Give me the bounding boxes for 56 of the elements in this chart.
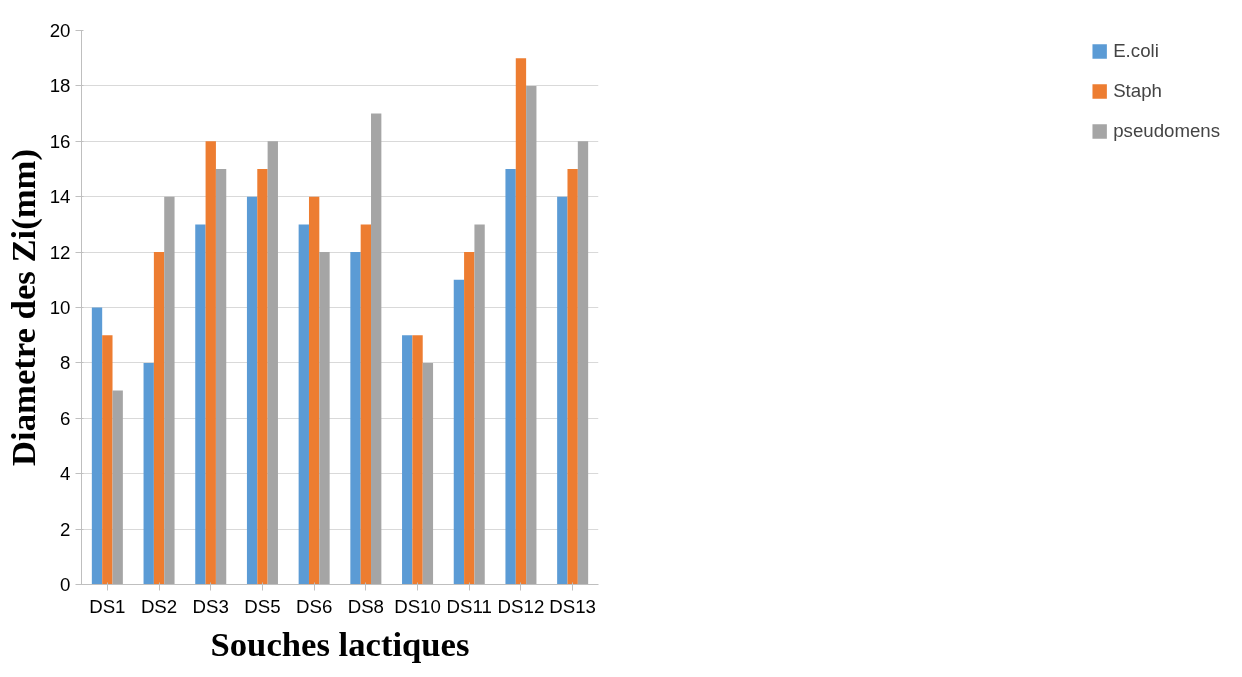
x-axis-title: Souches lactiques (210, 624, 470, 663)
y-tick-label: 14 (49, 186, 71, 208)
bar (195, 224, 206, 585)
y-tick-label: 20 (49, 20, 71, 41)
x-tick-label: DS12 (497, 595, 545, 617)
y-tick-label: 4 (60, 463, 71, 485)
y-tick-label: 18 (49, 75, 71, 97)
bar (577, 141, 589, 585)
bar (505, 169, 516, 585)
x-tick-label: DS3 (192, 595, 229, 617)
y-tick-label: 8 (60, 352, 71, 374)
bar (557, 196, 568, 585)
bar (350, 252, 361, 585)
x-tick-label: DS2 (140, 595, 178, 617)
bar (319, 252, 330, 585)
bar (164, 196, 175, 585)
legend-label: Staph (1113, 80, 1162, 102)
bar (371, 113, 382, 585)
x-tick-label: DS13 (549, 595, 596, 617)
bar (412, 335, 423, 585)
y-tick-label: 12 (49, 241, 71, 263)
bar (267, 141, 278, 585)
bar (153, 252, 165, 585)
bar (464, 252, 475, 585)
x-tick-label: DS1 (89, 595, 126, 617)
bar (112, 390, 123, 585)
x-tick-label: DS5 (244, 595, 281, 617)
bar (215, 169, 227, 585)
bar (422, 362, 434, 585)
bar (102, 335, 113, 585)
bar (453, 279, 465, 585)
legend-label: E.coli (1113, 40, 1159, 62)
bar (298, 224, 309, 585)
y-tick-label: 16 (49, 130, 71, 152)
x-tick-label: DS6 (296, 595, 333, 617)
bar (360, 224, 372, 585)
y-tick-label: 10 (49, 297, 71, 318)
bar (567, 169, 578, 585)
bar (474, 224, 485, 585)
bar (402, 335, 413, 585)
bar (246, 196, 258, 585)
bar (515, 58, 527, 585)
x-tick-label: DS11 (446, 595, 492, 617)
x-tick-label: DS10 (394, 595, 441, 617)
x-tick-label: DS8 (347, 595, 384, 617)
y-tick-label: 2 (60, 518, 71, 540)
bar (91, 307, 103, 585)
bar (308, 196, 320, 585)
bar (205, 141, 216, 585)
legend-label: pseudomens (1113, 120, 1220, 142)
y-tick-label: 6 (60, 407, 71, 429)
bar (526, 85, 537, 585)
y-tick-label: 0 (60, 574, 71, 595)
bar (143, 362, 154, 585)
bar (257, 169, 268, 585)
y-axis-title: Diametre des Zi(mm) (3, 149, 43, 466)
